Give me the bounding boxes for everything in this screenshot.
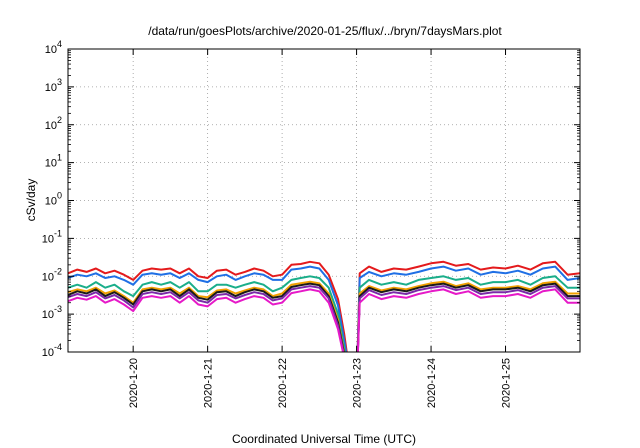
chart-title: /data/run/goesPlots/archive/2020-01-25/f… xyxy=(148,24,502,38)
x-tick-label: 2020-1-20 xyxy=(128,358,140,408)
series-group xyxy=(68,260,580,352)
series-line-1 xyxy=(68,260,580,352)
y-tick-label: 10-1 xyxy=(42,228,62,245)
x-tick-label: 2020-1-22 xyxy=(277,358,289,408)
series-line-6 xyxy=(68,285,580,352)
series-line-2 xyxy=(68,265,580,352)
x-tick-label: 2020-1-21 xyxy=(203,358,215,408)
y-ticks: 10-4 10-3 10-2 10-1 100 101 102 103 104 xyxy=(42,39,580,359)
x-axis-label: Coordinated Universal Time (UTC) xyxy=(232,432,416,446)
y-tick-label: 104 xyxy=(45,39,62,56)
grid xyxy=(68,49,580,352)
y-tick-label: 101 xyxy=(45,153,62,170)
x-tick-label: 2020-1-25 xyxy=(501,358,513,408)
x-tick-label: 2020-1-23 xyxy=(352,358,364,408)
y-tick-label: 100 xyxy=(45,191,62,208)
series-line-7 xyxy=(68,288,580,352)
series-line-3 xyxy=(68,275,580,352)
y-tick-label: 10-4 xyxy=(42,342,62,359)
series-line-4 xyxy=(68,280,580,352)
y-axis-label: cSv/day xyxy=(24,179,38,222)
x-tick-label: 2020-1-24 xyxy=(426,358,438,408)
y-tick-label: 102 xyxy=(45,115,62,132)
series-line-5 xyxy=(68,282,580,352)
x-ticks: 2020-1-20 2020-1-21 2020-1-22 2020-1-23 2020… xyxy=(128,49,513,408)
y-tick-label: 103 xyxy=(45,77,62,94)
y-tick-label: 10-2 xyxy=(42,266,62,283)
y-tick-label: 10-3 xyxy=(42,304,62,321)
